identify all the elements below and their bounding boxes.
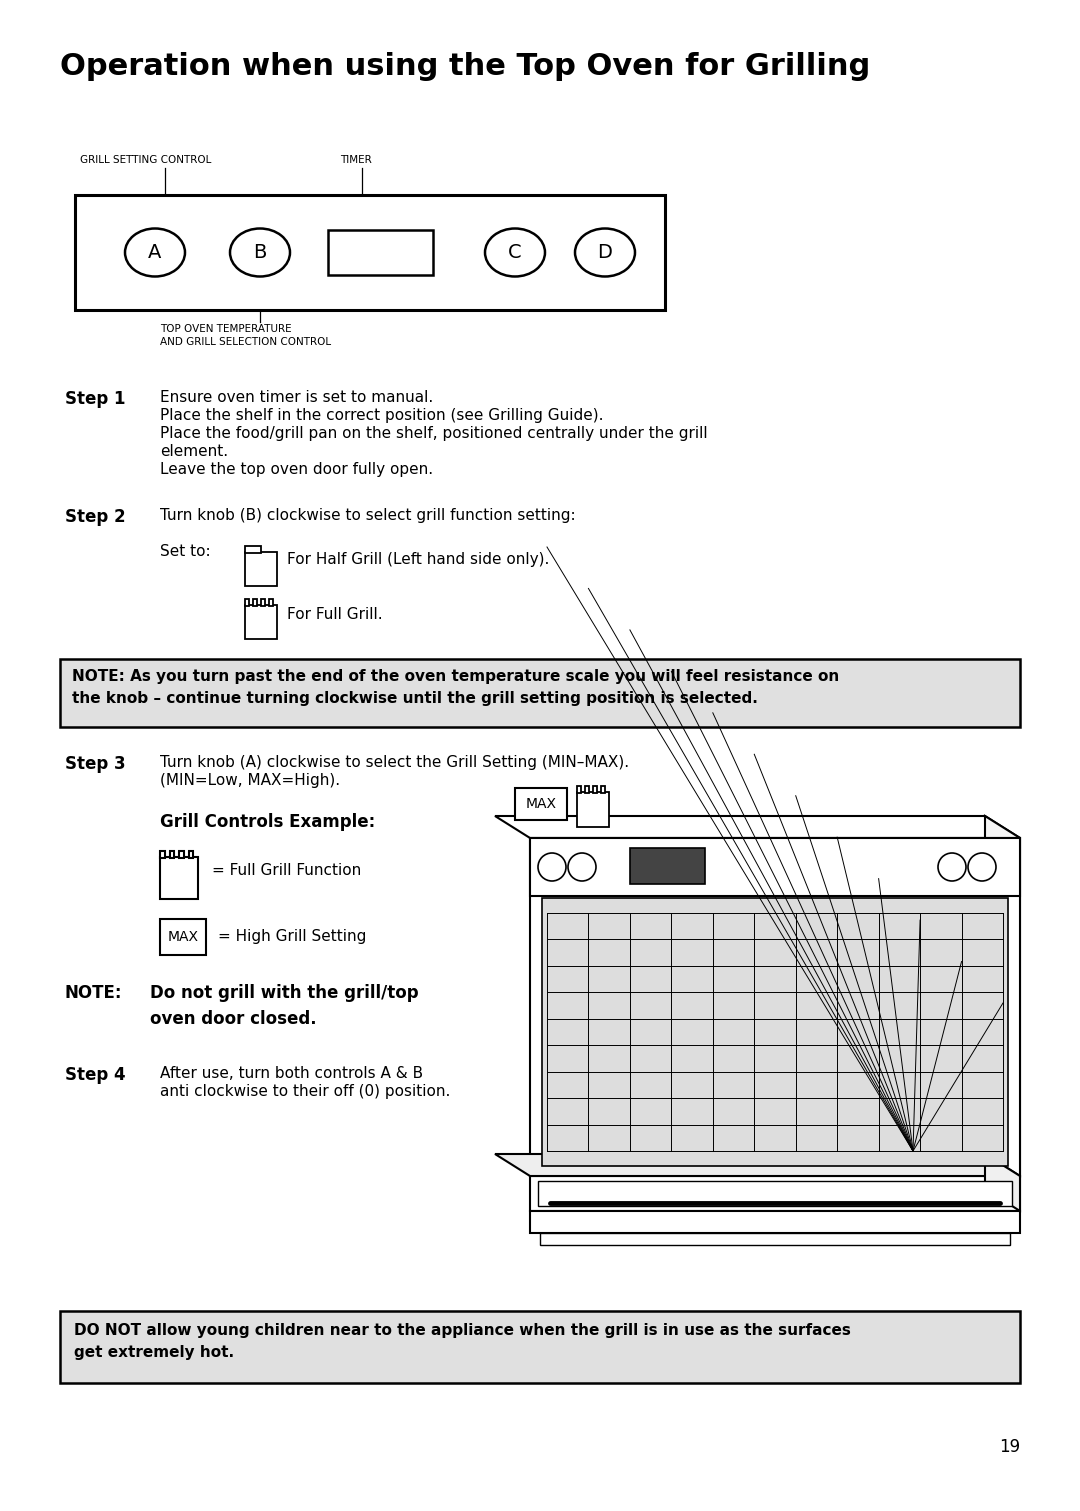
Bar (261, 598, 265, 606)
Ellipse shape (485, 228, 545, 277)
Bar (630, 848, 705, 884)
Text: 19: 19 (999, 1438, 1020, 1457)
Bar (245, 598, 249, 606)
Text: Do not grill with the grill/top
oven door closed.: Do not grill with the grill/top oven doo… (150, 984, 419, 1027)
Polygon shape (495, 1154, 1020, 1176)
Text: Place the food/grill pan on the shelf, positioned centrally under the grill: Place the food/grill pan on the shelf, p… (160, 426, 707, 441)
Text: Operation when using the Top Oven for Grilling: Operation when using the Top Oven for Gr… (60, 51, 870, 82)
Text: NOTE:: NOTE: (65, 984, 122, 1002)
Bar (328, 230, 433, 275)
Bar (160, 857, 198, 899)
Bar (542, 898, 1008, 1166)
Circle shape (568, 854, 596, 881)
Text: After use, turn both controls A & B: After use, turn both controls A & B (160, 1065, 423, 1080)
Text: Turn knob (A) clockwise to select the Grill Setting (MIN–MAX).: Turn knob (A) clockwise to select the Gr… (160, 756, 630, 771)
Text: Step 3: Step 3 (65, 756, 125, 774)
Bar (269, 598, 273, 606)
Bar (593, 786, 597, 793)
Text: C: C (509, 243, 522, 261)
Bar (160, 851, 165, 858)
Text: Ensure oven timer is set to manual.: Ensure oven timer is set to manual. (160, 390, 433, 405)
Text: element.: element. (160, 444, 228, 459)
Text: DOOR POSITION
FOR GRILLING.: DOOR POSITION FOR GRILLING. (590, 1185, 674, 1206)
Bar (170, 851, 174, 858)
Polygon shape (495, 816, 1020, 839)
Text: MAX: MAX (526, 796, 556, 811)
Bar (179, 851, 184, 858)
Bar (245, 552, 276, 586)
Ellipse shape (125, 228, 185, 277)
Circle shape (939, 854, 966, 881)
Ellipse shape (575, 228, 635, 277)
Bar (75, 195, 665, 310)
Bar (189, 851, 193, 858)
Bar (600, 786, 605, 793)
Polygon shape (530, 1176, 1020, 1210)
Bar (530, 839, 1020, 896)
Circle shape (538, 854, 566, 881)
Text: TIMER: TIMER (340, 156, 372, 165)
Ellipse shape (230, 228, 291, 277)
Text: anti clockwise to their off (0) position.: anti clockwise to their off (0) position… (160, 1083, 450, 1098)
Text: NOTE: As you turn past the end of the oven temperature scale you will feel resis: NOTE: As you turn past the end of the ov… (72, 669, 839, 706)
Bar (253, 598, 257, 606)
Text: Place the shelf in the correct position (see Grilling Guide).: Place the shelf in the correct position … (160, 408, 604, 423)
Text: B: B (254, 243, 267, 261)
Text: Turn knob (B) clockwise to select grill function setting:: Turn knob (B) clockwise to select grill … (160, 508, 576, 523)
Text: Step 1: Step 1 (65, 390, 125, 408)
Circle shape (968, 854, 996, 881)
Bar (60, 1312, 1020, 1383)
Text: Set to:: Set to: (160, 544, 211, 559)
Text: Step 2: Step 2 (65, 508, 125, 526)
Bar (245, 545, 261, 553)
Text: Grill Controls Example:: Grill Controls Example: (160, 813, 375, 831)
Text: For Full Grill.: For Full Grill. (287, 607, 382, 623)
Text: GRILL SETTING CONTROL: GRILL SETTING CONTROL (80, 156, 212, 165)
Bar (60, 659, 1020, 727)
Text: D: D (597, 243, 612, 261)
Text: MAX: MAX (167, 929, 199, 944)
Text: For Half Grill (Left hand side only).: For Half Grill (Left hand side only). (287, 552, 550, 567)
Text: (MIN=Low, MAX=High).: (MIN=Low, MAX=High). (160, 774, 340, 789)
Bar (160, 919, 206, 955)
Bar (540, 1233, 1010, 1245)
Polygon shape (985, 816, 1020, 1176)
Bar (538, 1182, 1012, 1206)
Bar (577, 792, 609, 827)
Text: Leave the top oven door fully open.: Leave the top oven door fully open. (160, 462, 433, 477)
Bar (530, 839, 1020, 1176)
Text: = High Grill Setting: = High Grill Setting (218, 929, 366, 944)
Text: = Full Grill Function: = Full Grill Function (212, 863, 361, 878)
Polygon shape (985, 1154, 1020, 1210)
Bar (245, 604, 276, 639)
Text: DO NOT allow young children near to the appliance when the grill is in use as th: DO NOT allow young children near to the … (75, 1324, 851, 1360)
Text: A: A (148, 243, 162, 261)
Text: TOP OVEN TEMPERATURE
AND GRILL SELECTION CONTROL: TOP OVEN TEMPERATURE AND GRILL SELECTION… (160, 323, 332, 348)
Bar (530, 1210, 1020, 1233)
Bar (585, 786, 589, 793)
Bar (515, 789, 567, 820)
Text: Step 4: Step 4 (65, 1065, 125, 1083)
Bar (577, 786, 581, 793)
